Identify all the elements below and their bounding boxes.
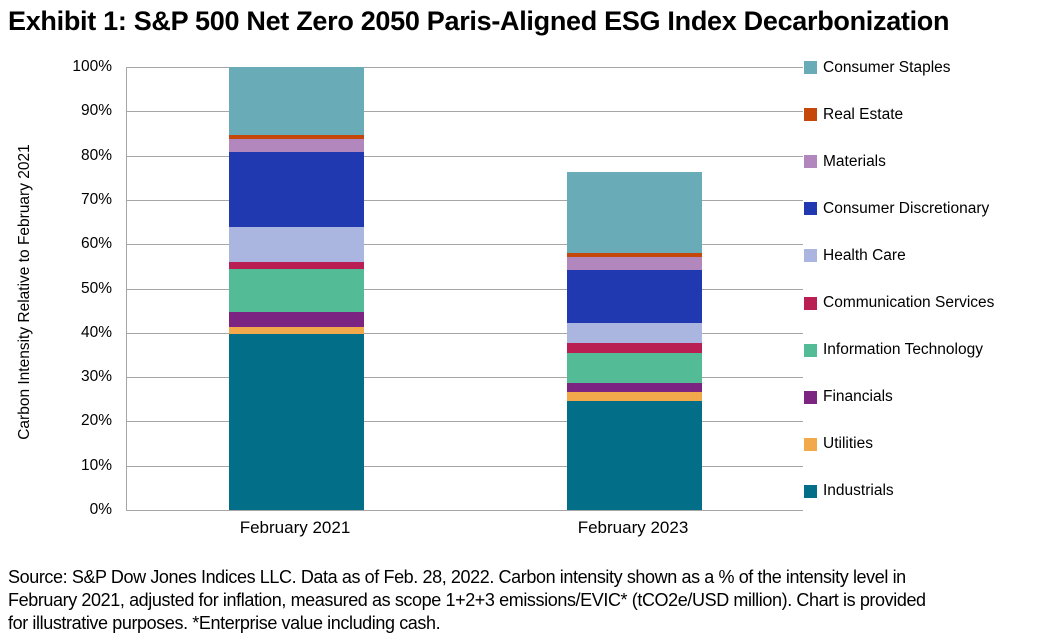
legend-label-information-technology: Information Technology <box>823 341 983 359</box>
y-tick-label: 90% <box>80 102 112 120</box>
source-note: Source: S&P Dow Jones Indices LLC. Data … <box>8 566 1053 635</box>
legend-swatch-financials <box>804 390 817 404</box>
bar-segment-information-technology-february-2023 <box>566 353 702 384</box>
y-tick-label: 70% <box>80 190 112 208</box>
legend-label-utilities: Utilities <box>823 435 873 453</box>
source-note-line: Source: S&P Dow Jones Indices LLC. Data … <box>8 567 906 587</box>
legend-label-industrials: Industrials <box>823 482 894 500</box>
bar-segment-real-estate-february-2023 <box>566 253 702 258</box>
gridline <box>127 421 803 423</box>
gridline <box>127 199 803 201</box>
bar-segment-communication-services-february-2021 <box>228 261 364 269</box>
legend-swatch-health-care <box>804 249 817 263</box>
legend-item-industrials: Industrials <box>804 482 894 500</box>
legend-label-real-estate: Real Estate <box>823 105 904 123</box>
legend-swatch-information-technology <box>804 343 817 357</box>
legend-swatch-real-estate <box>804 108 817 122</box>
bar-segment-consumer-staples-february-2023 <box>566 172 702 254</box>
y-tick-label: 100% <box>72 58 112 75</box>
legend-swatch-communication-services <box>804 296 817 310</box>
bar-segment-financials-february-2021 <box>228 311 364 327</box>
gridline <box>127 155 803 157</box>
legend-label-consumer-staples: Consumer Staples <box>823 58 951 76</box>
legend-label-communication-services: Communication Services <box>823 294 995 311</box>
bar-segment-industrials-february-2023 <box>566 401 702 510</box>
gridline <box>127 465 803 467</box>
source-note-line: for illustrative purposes. *Enterprise v… <box>8 613 441 633</box>
bar-segment-communication-services-february-2023 <box>566 342 702 354</box>
legend-item-consumer-discretionary: Consumer Discretionary <box>804 200 989 218</box>
bar-segment-utilities-february-2023 <box>566 391 702 402</box>
legend-label-financials: Financials <box>823 388 893 406</box>
gridline <box>127 67 803 68</box>
y-tick-label: 10% <box>80 456 112 474</box>
y-tick-label: 60% <box>80 235 112 253</box>
gridline <box>127 332 803 334</box>
legend-swatch-materials <box>804 155 817 169</box>
plot-area <box>126 67 803 511</box>
y-tick-label: 50% <box>80 279 112 297</box>
bar-segment-utilities-february-2021 <box>228 326 364 335</box>
bar-segment-consumer-discretionary-february-2023 <box>566 269 702 324</box>
legend-item-health-care: Health Care <box>804 247 906 265</box>
legend-swatch-industrials <box>804 484 817 498</box>
y-tick-label: 40% <box>80 323 112 341</box>
bar-segment-industrials-february-2021 <box>228 334 364 510</box>
bar-segment-health-care-february-2021 <box>228 227 364 262</box>
gridline <box>127 111 803 113</box>
legend-item-communication-services: Communication Services <box>804 294 994 312</box>
bar-segment-real-estate-february-2021 <box>228 134 364 139</box>
legend-item-financials: Financials <box>804 388 893 406</box>
x-axis-label-february-2023: February 2023 <box>577 518 689 537</box>
x-axis-label-february-2021: February 2021 <box>239 518 351 537</box>
bar-segment-materials-february-2021 <box>228 138 364 153</box>
legend-item-real-estate: Real Estate <box>804 106 903 124</box>
gridline <box>127 377 803 379</box>
legend-item-consumer-staples: Consumer Staples <box>804 59 951 77</box>
y-tick-label: 80% <box>80 146 112 164</box>
legend-swatch-consumer-staples <box>804 61 817 74</box>
legend-label-health-care: Health Care <box>823 246 906 264</box>
bar-segment-consumer-discretionary-february-2021 <box>228 152 364 228</box>
legend-swatch-consumer-discretionary <box>804 202 817 216</box>
bar-segment-materials-february-2023 <box>566 257 702 270</box>
y-tick-label: 20% <box>80 412 112 430</box>
bar-segment-consumer-staples-february-2021 <box>228 67 364 135</box>
legend-item-information-technology: Information Technology <box>804 341 983 359</box>
legend-item-materials: Materials <box>804 153 886 171</box>
legend-label-materials: Materials <box>823 152 886 170</box>
source-note-line: February 2021, adjusted for inflation, m… <box>8 590 926 610</box>
y-tick-label: 0% <box>89 501 112 518</box>
exhibit-title: Exhibit 1: S&P 500 Net Zero 2050 Paris-A… <box>8 6 950 36</box>
bar-segment-financials-february-2023 <box>566 383 702 392</box>
legend-swatch-utilities <box>804 437 817 451</box>
gridline <box>127 244 803 246</box>
gridline <box>127 288 803 290</box>
legend-item-utilities: Utilities <box>804 435 873 453</box>
legend-label-consumer-discretionary: Consumer Discretionary <box>823 199 990 217</box>
bar-segment-health-care-february-2023 <box>566 323 702 343</box>
y-tick-label: 30% <box>80 368 112 386</box>
bar-segment-information-technology-february-2021 <box>228 269 364 312</box>
